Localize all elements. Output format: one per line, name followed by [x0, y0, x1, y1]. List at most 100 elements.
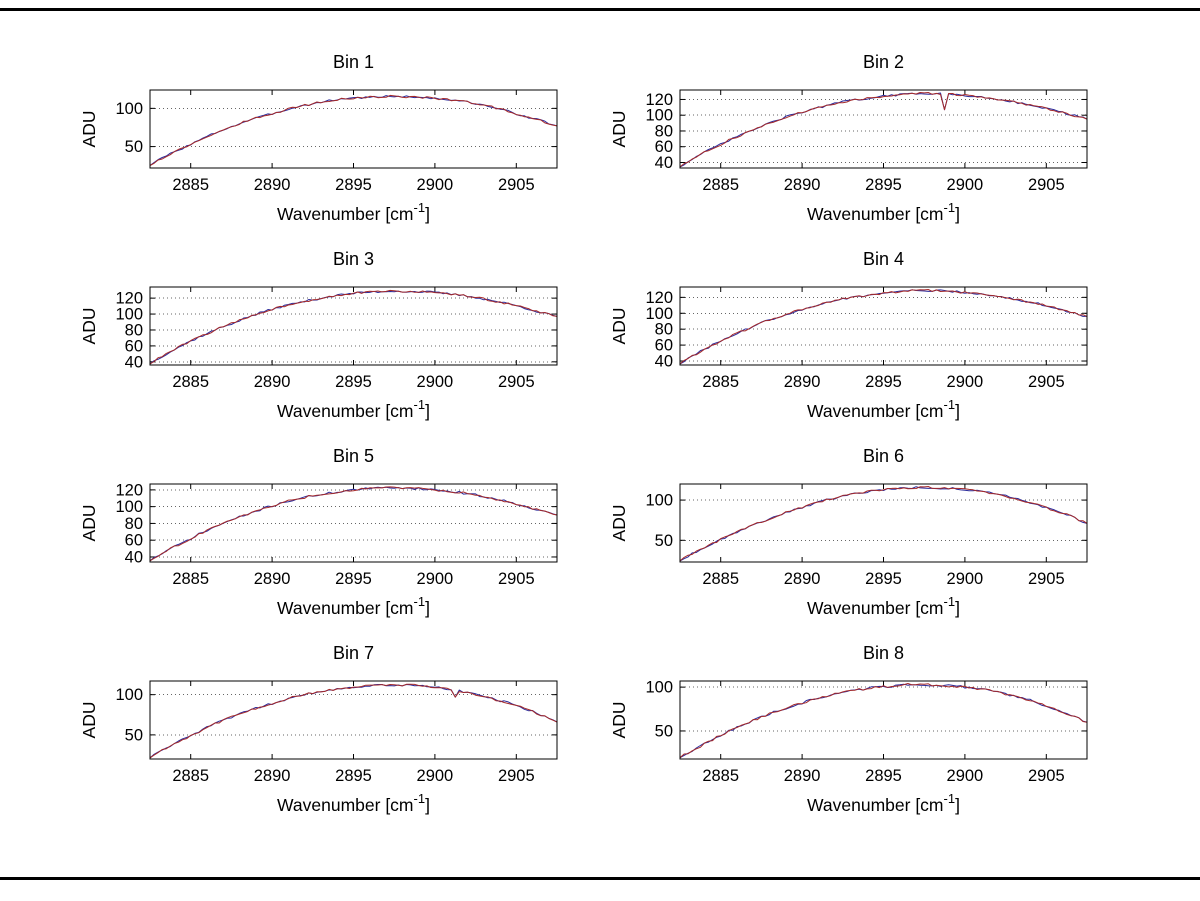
subplot-title: Bin 3 — [333, 249, 374, 269]
x-tick-label: 2905 — [498, 373, 535, 391]
plot-box — [149, 286, 558, 366]
y-axis-label: ADU — [609, 308, 629, 345]
x-tick-label: 2895 — [335, 767, 372, 785]
y-axis-label: ADU — [609, 111, 629, 148]
y-tick-label: 100 — [115, 306, 143, 324]
trace-red-line — [150, 683, 557, 759]
x-tick-label: 2905 — [1028, 570, 1065, 588]
subplot-title: Bin 6 — [863, 446, 904, 466]
plot-box — [679, 680, 1088, 760]
x-tick-label: 2890 — [784, 373, 821, 391]
y-axis-label: ADU — [79, 111, 99, 148]
y-axis-label: ADU — [609, 505, 629, 542]
bottom-frame-line — [0, 877, 1200, 880]
x-tick-label: 2890 — [254, 176, 291, 194]
x-axis-label: Wavenumber [cm-1] — [807, 397, 960, 421]
y-tick-label: 100 — [115, 498, 143, 516]
trace-red-line — [150, 486, 557, 562]
y-axis-label: ADU — [609, 702, 629, 739]
y-tick-label: 60 — [655, 337, 673, 355]
x-tick-label: 2905 — [498, 570, 535, 588]
y-tick-label: 80 — [655, 122, 673, 140]
x-axis-label: Wavenumber [cm-1] — [807, 200, 960, 224]
plot-box — [149, 680, 558, 760]
x-tick-label: 2900 — [947, 767, 984, 785]
y-tick-label: 120 — [645, 91, 673, 109]
y-tick-label: 60 — [655, 138, 673, 156]
trace-red-line — [680, 683, 1087, 759]
trace-blue-line — [680, 289, 1087, 365]
trace-blue-line — [150, 95, 557, 166]
x-tick-label: 2900 — [947, 176, 984, 194]
subplot-title: Bin 1 — [333, 52, 374, 72]
x-tick-label: 2885 — [172, 767, 209, 785]
y-tick-label: 120 — [115, 481, 143, 499]
x-tick-label: 2890 — [784, 176, 821, 194]
y-tick-label: 50 — [125, 138, 143, 156]
y-tick-label: 100 — [645, 305, 673, 323]
x-tick-label: 2895 — [865, 373, 902, 391]
x-axis-label: Wavenumber [cm-1] — [807, 791, 960, 815]
plot-box — [679, 483, 1088, 563]
x-tick-label: 2895 — [335, 176, 372, 194]
y-tick-label: 100 — [645, 492, 673, 510]
subplot-bin-8: 50 100 2885 2890 2895 2900 2905 Bin 8 ADU Wavenum… — [609, 643, 1088, 815]
y-tick-label: 60 — [125, 532, 143, 550]
plot-box — [149, 483, 558, 563]
x-tick-label: 2900 — [417, 373, 454, 391]
trace-red-line — [150, 94, 557, 166]
x-tick-label: 2890 — [254, 373, 291, 391]
x-tick-label: 2890 — [784, 570, 821, 588]
trace-blue-line — [150, 684, 557, 759]
x-tick-label: 2885 — [702, 767, 739, 785]
x-tick-label: 2905 — [1028, 373, 1065, 391]
x-tick-label: 2900 — [947, 373, 984, 391]
subplot-bin-1: 50 100 2885 2890 2895 2900 2905 Bin 1 ADU Wavenum… — [79, 52, 558, 224]
subplot-title: Bin 7 — [333, 643, 374, 663]
x-tick-label: 2890 — [254, 767, 291, 785]
y-tick-label: 50 — [125, 726, 143, 744]
y-tick-label: 80 — [125, 321, 143, 339]
y-axis-label: ADU — [79, 702, 99, 739]
subplot-bin-6: 50 100 2885 2890 2895 2900 2905 Bin 6 ADU Wavenum… — [609, 446, 1088, 618]
x-tick-label: 2885 — [702, 176, 739, 194]
y-tick-label: 60 — [125, 337, 143, 355]
x-tick-label: 2895 — [865, 176, 902, 194]
y-tick-label: 40 — [125, 353, 143, 371]
x-tick-label: 2905 — [1028, 767, 1065, 785]
y-tick-label: 50 — [655, 722, 673, 740]
x-tick-label: 2890 — [254, 570, 291, 588]
trace-red-line — [680, 486, 1087, 562]
y-tick-label: 120 — [645, 289, 673, 307]
x-tick-label: 2890 — [784, 767, 821, 785]
plot-box — [679, 286, 1088, 366]
trace-red-line — [680, 289, 1087, 365]
y-tick-label: 100 — [645, 107, 673, 125]
y-tick-label: 40 — [125, 548, 143, 566]
x-tick-label: 2905 — [498, 767, 535, 785]
x-tick-label: 2885 — [172, 176, 209, 194]
x-axis-label: Wavenumber [cm-1] — [807, 594, 960, 618]
subplot-title: Bin 5 — [333, 446, 374, 466]
x-tick-label: 2885 — [172, 373, 209, 391]
x-tick-label: 2900 — [947, 570, 984, 588]
x-tick-label: 2905 — [1028, 176, 1065, 194]
plot-box — [149, 89, 558, 169]
x-tick-label: 2885 — [702, 373, 739, 391]
y-tick-label: 80 — [655, 321, 673, 339]
subplot-title: Bin 4 — [863, 249, 904, 269]
y-tick-label: 50 — [655, 532, 673, 550]
trace-blue-line — [680, 683, 1087, 759]
x-tick-label: 2895 — [865, 767, 902, 785]
y-tick-label: 80 — [125, 515, 143, 533]
x-tick-label: 2905 — [498, 176, 535, 194]
y-axis-label: ADU — [79, 505, 99, 542]
x-tick-label: 2895 — [865, 570, 902, 588]
y-tick-label: 100 — [645, 679, 673, 697]
